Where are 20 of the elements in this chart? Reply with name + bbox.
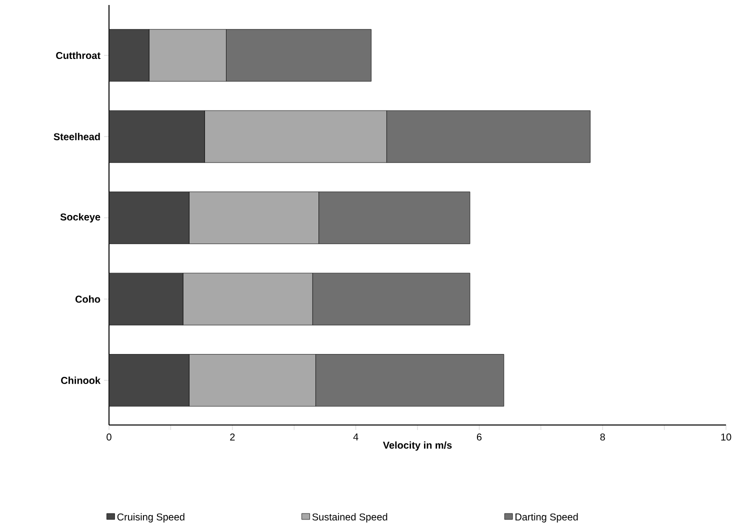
bar [109, 354, 190, 407]
y-tick-label: Coho [75, 295, 100, 303]
x-tick-label: 8 [600, 433, 605, 441]
y-tick-label: Sockeye [60, 213, 100, 222]
x-axis-title: Velocity in m/s [382, 441, 452, 451]
legend-label: Cruising Speed [117, 513, 184, 522]
bar [109, 29, 150, 82]
legend-label: Darting Speed [516, 513, 578, 522]
x-tick-label: 10 [721, 433, 732, 441]
x-tick-label: 4 [353, 433, 358, 440]
x-tick-label: 2 [230, 433, 235, 440]
legend-label: Sustained Speed [312, 513, 388, 522]
y-tick-label: Chinook [61, 376, 101, 384]
x-tick-label: 6 [476, 433, 482, 441]
y-tick-label: Steelhead [54, 132, 100, 140]
bar [109, 192, 190, 244]
bar [109, 272, 184, 326]
y-tick-label: Cutthroat [56, 52, 100, 60]
bar [109, 110, 205, 163]
x-tick-label: 0 [106, 433, 112, 441]
